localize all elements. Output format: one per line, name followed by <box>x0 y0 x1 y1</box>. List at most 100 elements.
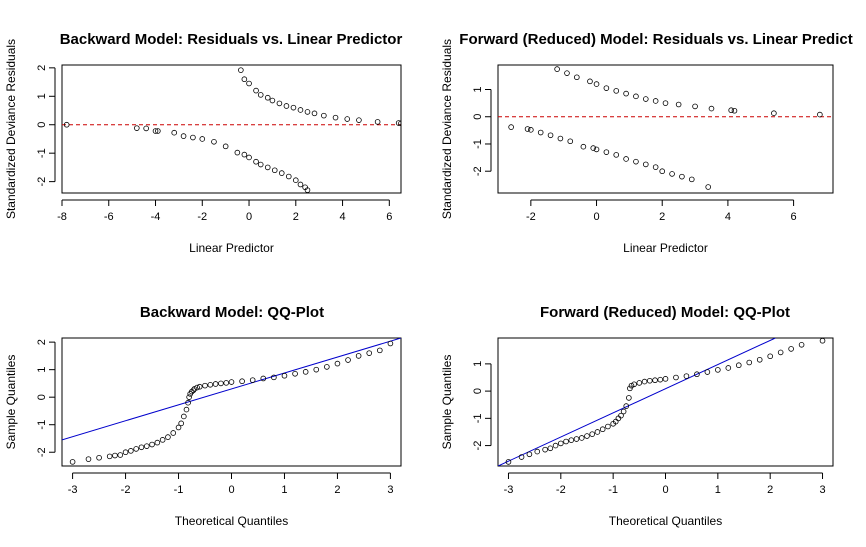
data-point <box>285 173 292 180</box>
qq-reference-line <box>62 338 401 441</box>
plot-content <box>498 66 833 190</box>
data-point <box>128 448 134 454</box>
data-point <box>715 367 721 373</box>
data-point <box>735 362 742 369</box>
data-point <box>271 167 278 174</box>
data-point <box>183 406 190 413</box>
data-point <box>207 381 214 388</box>
data-point <box>580 143 587 150</box>
data-point <box>290 104 297 111</box>
x-axis-label: Linear Predictor <box>623 241 708 255</box>
x-tick-label: -2 <box>526 211 536 223</box>
y-tick-label: 1 <box>472 361 484 367</box>
x-tick-label: 3 <box>387 484 393 496</box>
data-point <box>613 88 620 94</box>
x-tick-label: 2 <box>659 211 665 223</box>
data-point <box>180 133 187 139</box>
data-point <box>112 452 118 459</box>
data-point <box>659 168 666 175</box>
data-point <box>297 181 304 188</box>
data-point <box>246 80 252 87</box>
data-point <box>190 387 197 394</box>
data-point <box>181 413 187 420</box>
data-point <box>246 154 252 161</box>
data-point <box>159 437 166 443</box>
data-point <box>269 97 276 104</box>
data-point <box>679 173 685 180</box>
data-point <box>212 381 219 387</box>
x-tick-label: 0 <box>246 211 252 223</box>
y-tick-label: -2 <box>472 166 484 176</box>
y-axis-label: Standardized Deviance Residuals <box>4 39 18 219</box>
data-point <box>605 423 611 430</box>
data-point <box>191 386 198 392</box>
data-point <box>642 161 649 168</box>
x-tick-label: -6 <box>104 211 114 223</box>
y-tick-label: 0 <box>36 122 48 128</box>
x-tick-label: 2 <box>293 211 299 223</box>
x-tick-label: 6 <box>386 211 392 223</box>
data-point <box>652 377 658 384</box>
data-point <box>620 408 627 415</box>
plot-frame <box>61 337 402 467</box>
x-tick-label: 4 <box>725 211 731 223</box>
y-tick-label: 0 <box>472 388 484 394</box>
data-point <box>573 436 580 442</box>
y-axis-label: Sample Quantiles <box>4 355 18 450</box>
x-tick-label: -3 <box>504 484 514 496</box>
data-point <box>398 120 401 127</box>
data-point <box>593 81 600 87</box>
data-point <box>228 379 235 385</box>
data-point <box>223 380 230 386</box>
y-axis: -2 -1 0 1 2 <box>36 339 56 457</box>
data-point <box>253 158 259 165</box>
y-tick-label: 0 <box>472 114 484 120</box>
data-point <box>708 105 715 112</box>
data-point <box>304 109 311 115</box>
data-point <box>534 448 541 455</box>
x-tick-label: 0 <box>662 484 668 496</box>
x-tick-label: -2 <box>556 484 566 496</box>
y-tick-label: 2 <box>36 65 48 71</box>
data-point <box>817 111 823 118</box>
data-point <box>324 364 330 370</box>
data-point <box>631 381 637 388</box>
x-tick-label: 1 <box>281 484 287 496</box>
data-point <box>603 149 610 155</box>
x-axis-label: Theoretical Quantiles <box>175 514 288 528</box>
data-point <box>69 459 76 465</box>
y-tick-label: -1 <box>472 413 484 423</box>
data-point <box>96 454 102 461</box>
data-point <box>374 119 381 125</box>
data-point <box>623 90 629 97</box>
data-point <box>122 449 129 456</box>
data-point <box>222 143 229 150</box>
y-axis-label: Sample Quantiles <box>440 355 454 450</box>
plot-frame <box>61 64 402 194</box>
data-point <box>558 440 564 447</box>
data-point <box>190 134 196 141</box>
data-point <box>746 359 753 366</box>
data-point <box>688 176 695 183</box>
data-point <box>241 151 248 158</box>
y-tick-label: 1 <box>472 86 484 92</box>
data-point <box>313 366 320 373</box>
data-point <box>202 382 208 389</box>
data-point <box>344 116 351 122</box>
data-point <box>218 380 224 387</box>
data-point <box>387 340 394 347</box>
series-negative <box>508 124 711 190</box>
x-axis: -2 0 2 4 6 <box>526 199 797 223</box>
x-tick-label: 3 <box>819 484 825 496</box>
y-tick-label: 0 <box>36 394 48 400</box>
data-point <box>731 107 738 114</box>
data-point <box>292 177 299 184</box>
data-point <box>683 373 690 379</box>
data-point <box>143 443 150 449</box>
data-point <box>186 394 192 400</box>
data-point <box>613 152 620 158</box>
data-point <box>178 420 184 427</box>
data-point <box>537 129 544 136</box>
panel-3: Backward Model: QQ-Plot -3 -2 -1 0 1 2 3 Theoret… <box>4 304 402 528</box>
